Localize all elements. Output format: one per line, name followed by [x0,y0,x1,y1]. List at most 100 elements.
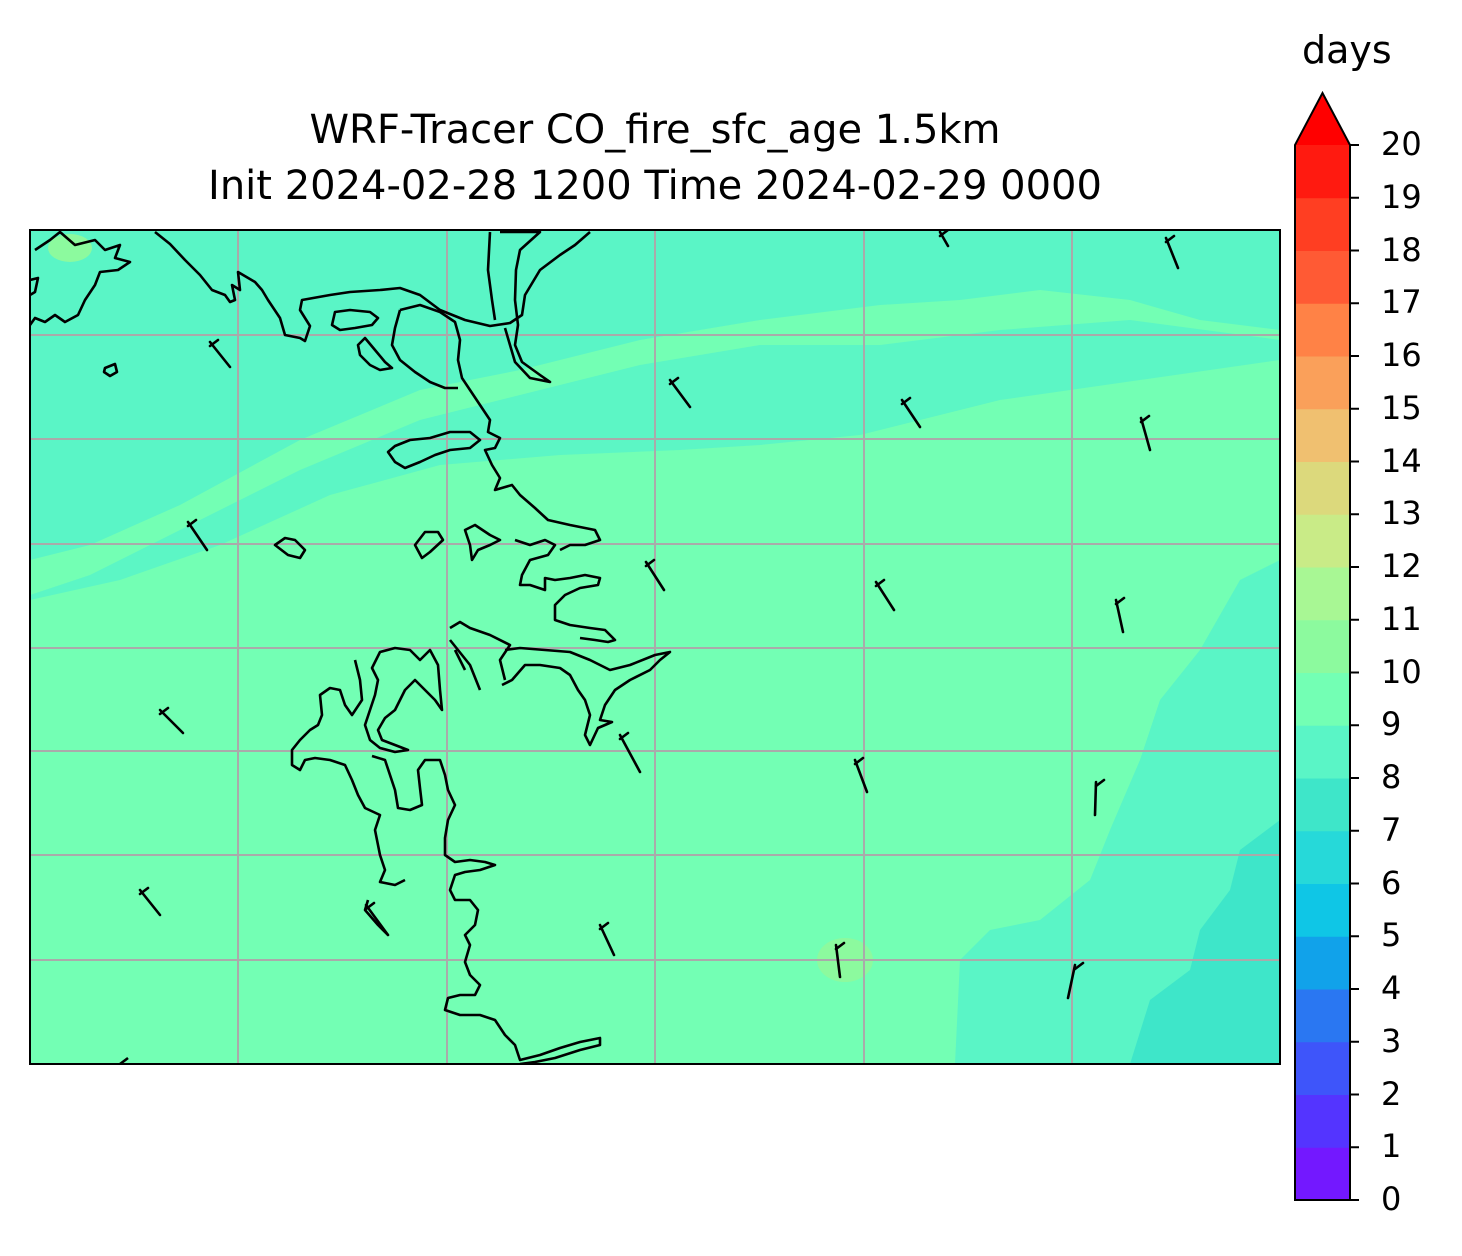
wind-barb [668,378,692,409]
colorbar-segment [1295,1094,1350,1148]
colorbar-segment [1295,408,1350,462]
colorbar-segment [1295,1147,1350,1201]
coastline-segment [363,646,444,754]
wind-barb-flag [186,518,198,528]
colorbar-tick-label: 13 [1381,494,1422,533]
colorbar-tick-label: 14 [1381,441,1422,480]
colorbar-tick-label: 2 [1381,1074,1402,1113]
chart-subtitle: Init 2024-02-28 1200 Time 2024-02-29 000… [208,163,1102,209]
colorbar-tick-label: 15 [1381,388,1422,427]
coastline-segment [413,530,445,560]
wind-barb-flag [834,941,846,951]
colorbar-segment [1295,514,1350,568]
colorbar-segment [1295,567,1350,621]
colorbar-segment [1295,830,1350,884]
coastline-segment [390,309,458,390]
colorbar-segment [1295,989,1350,1043]
coastline-segment [386,430,482,470]
coastline-segment [356,336,394,372]
wind-barb-flag [364,901,376,911]
wind-barb-flag [1164,234,1176,244]
colorbar-segment [1295,303,1350,357]
colorbar-segment [1295,725,1350,779]
colorbar-segment [1295,1041,1350,1095]
wind-barb [1114,598,1125,634]
colorbar-tick-label: 17 [1381,283,1422,322]
contour-band-southwest [30,320,1280,600]
coastline-segment [514,538,617,644]
contour-band-northeast [30,230,1280,560]
contour-band-east-inner [1130,820,1280,1064]
wind-barb [138,888,162,917]
colorbar-segment [1295,250,1350,304]
colorbar-tick-label: 12 [1381,547,1422,585]
map-plot-area [29,229,1281,1065]
wind-barb-flag [900,396,912,406]
wind-barb [186,520,209,552]
wind-barb [364,903,390,937]
coastline-segment [30,276,40,297]
wind-barb [208,340,232,369]
colorbar-tick-label: 11 [1381,599,1422,638]
colorbar-tick-label: 6 [1381,863,1402,902]
wind-barb [1066,963,1077,1000]
colorbar-tick-label: 3 [1381,1021,1402,1060]
coastline-segment [501,646,672,747]
wind-barb-flag [158,706,170,716]
colorbar-tick-label: 4 [1381,969,1402,1007]
colorbar-segment [1295,356,1350,410]
colorbar-segment [1295,778,1350,832]
map-frame [29,229,1281,1065]
wind-barb [853,758,869,794]
colorbar [1294,90,1359,1201]
coastline-segment [330,308,380,332]
coastline-segment [371,754,602,1064]
wind-barb-flag [1139,414,1151,424]
colorbar-segment [1295,936,1350,990]
colorbar-tick-label: 5 [1381,916,1402,955]
wind-barb-flag [853,756,865,766]
coastline-segment [154,230,591,343]
colorbar-tick-label: 7 [1381,810,1402,849]
wind-barb [158,708,185,735]
map-gridlines [30,230,1280,1064]
wind-barb-flag [1073,961,1085,971]
wind-barb-flag [138,886,150,896]
colorbar-tick-label: 20 [1381,125,1422,163]
wind-barb [874,580,896,612]
coastline-segment [463,523,502,562]
wind-barb-flag [208,338,220,348]
wind-barb [834,943,842,979]
coastline-segment [30,230,132,326]
colorbar-tick-label: 8 [1381,758,1402,796]
wind-barb [1164,236,1180,270]
wind-barb-flag [598,921,610,931]
wind-barb [1139,416,1152,452]
coastline-segment [273,536,307,560]
wind-barb [1093,780,1098,817]
colorbar-segment [1295,619,1350,673]
wind-barb-flag [668,376,680,386]
coastline-segment [399,303,602,552]
colorbar-segment [1295,461,1350,515]
colorbar-tick-label: 0 [1381,1180,1402,1218]
colorbar-tick-label: 19 [1381,177,1422,216]
coastline-segment [102,362,119,378]
chart-title: WRF-Tracer CO_fire_sfc_age 1.5km [309,107,1001,153]
wind-barb-flag [874,578,886,588]
wind-barb [900,398,922,429]
colorbar-segment [1295,197,1350,251]
wind-barb [598,923,616,957]
wind-barb-flag [1114,596,1126,606]
wind-barb [644,560,666,592]
colorbar-extend-arrow [1295,93,1350,145]
coastline [30,230,672,1064]
colorbar-tick-label: 9 [1381,705,1402,744]
colorbar-tick-label: 10 [1381,652,1422,691]
colorbar-segment [1295,883,1350,937]
colorbar-outline [1294,90,1351,1201]
coastline-segment [290,659,406,887]
wind-barb-flag [1094,778,1106,788]
coastline-segment [448,620,512,691]
